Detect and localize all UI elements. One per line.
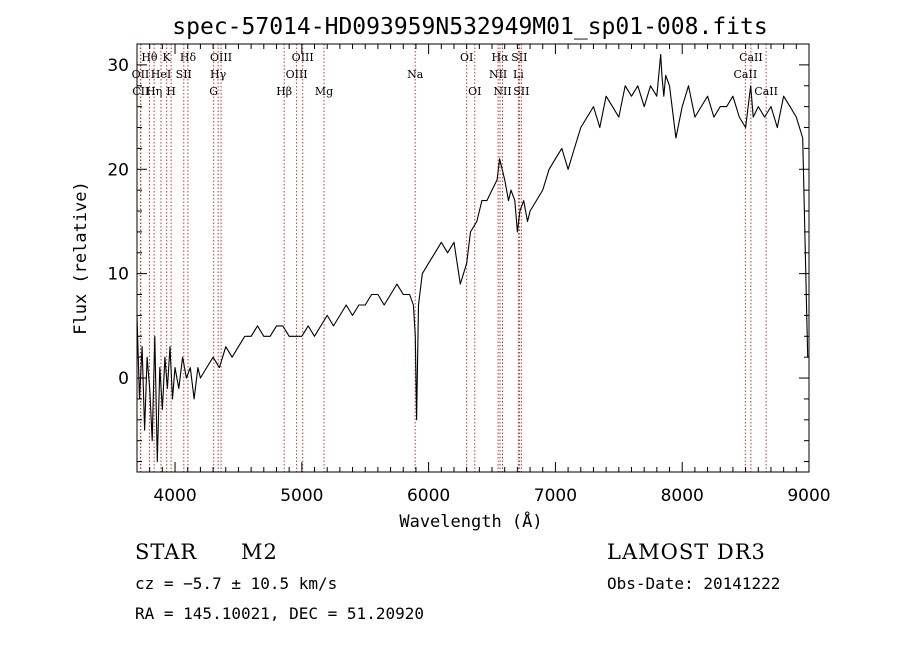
spectral-line-label: CaII: [734, 68, 758, 81]
ticks-layer: 4000 5000 6000 7000 8000 9000 0 10 20 30: [107, 43, 831, 506]
spectral-line-label: Mg: [315, 85, 333, 98]
spectral-line-label: Li: [513, 68, 524, 81]
survey-name: LAMOST DR3: [607, 540, 766, 564]
series-layer: [136, 53, 809, 463]
spectral-line-label: G: [209, 85, 218, 98]
spectral-line-label: OII: [132, 68, 150, 81]
spectral-line-label: OIII: [292, 51, 314, 64]
spectral-line-label: CaII: [739, 51, 763, 64]
x-tick-label: 5000: [280, 486, 323, 506]
y-axis-label: Flux (relative): [71, 181, 91, 335]
y-tick-label: 30: [107, 56, 129, 76]
spectral-line-label: NII: [493, 85, 511, 98]
obs-date: Obs-Date: 20141222: [607, 574, 781, 593]
x-tick-label: 6000: [407, 486, 450, 506]
spectral-line-label: NII: [489, 68, 507, 81]
spectral-line-label: Hη: [146, 85, 162, 98]
spectral-line-label: Hα: [491, 51, 509, 64]
spectral-line-label: Hθ: [141, 51, 158, 64]
spectral-line-label: OIII: [286, 68, 308, 81]
spectral-line-label: Hδ: [180, 51, 197, 64]
spectrum-line: [136, 53, 809, 463]
spectral-line-label: Hγ: [210, 68, 227, 81]
spectral-line-label: SII: [176, 68, 192, 81]
spectral-line-label: SII: [511, 51, 527, 64]
x-tick-label: 9000: [787, 486, 830, 506]
spectral-line-label: OI: [468, 85, 481, 98]
spectral-line-label: HeI: [151, 68, 171, 81]
spectral-line-label: OI: [460, 51, 473, 64]
object-class: STAR: [135, 540, 198, 564]
spectral-line-label: Na: [407, 68, 424, 81]
x-tick-label: 7000: [534, 486, 577, 506]
spectral-line-label: OIII: [210, 51, 232, 64]
spectral-line-label: CaII: [754, 85, 778, 98]
redshift-readout: cz = −5.7 ± 10.5 km/s: [135, 574, 338, 593]
x-axis-label: Wavelength (Å): [399, 510, 542, 532]
x-tick-label: 8000: [661, 486, 704, 506]
chart-title: spec-57014-HD093959N532949M01_sp01-008.f…: [172, 14, 767, 40]
y-tick-label: 10: [107, 265, 129, 285]
spectral-line-label: Hβ: [276, 85, 292, 98]
spectral-line-label: SII: [513, 85, 529, 98]
coordinates-readout: RA = 145.10021, DEC = 51.20920: [135, 604, 424, 623]
y-tick-label: 0: [118, 369, 129, 389]
spectral-line-label: H: [166, 85, 176, 98]
plot-frame: [136, 43, 810, 473]
spectral-line-label: K: [163, 51, 172, 64]
x-tick-label: 4000: [153, 486, 196, 506]
subclass: M2: [241, 540, 278, 564]
y-tick-label: 20: [107, 160, 129, 180]
